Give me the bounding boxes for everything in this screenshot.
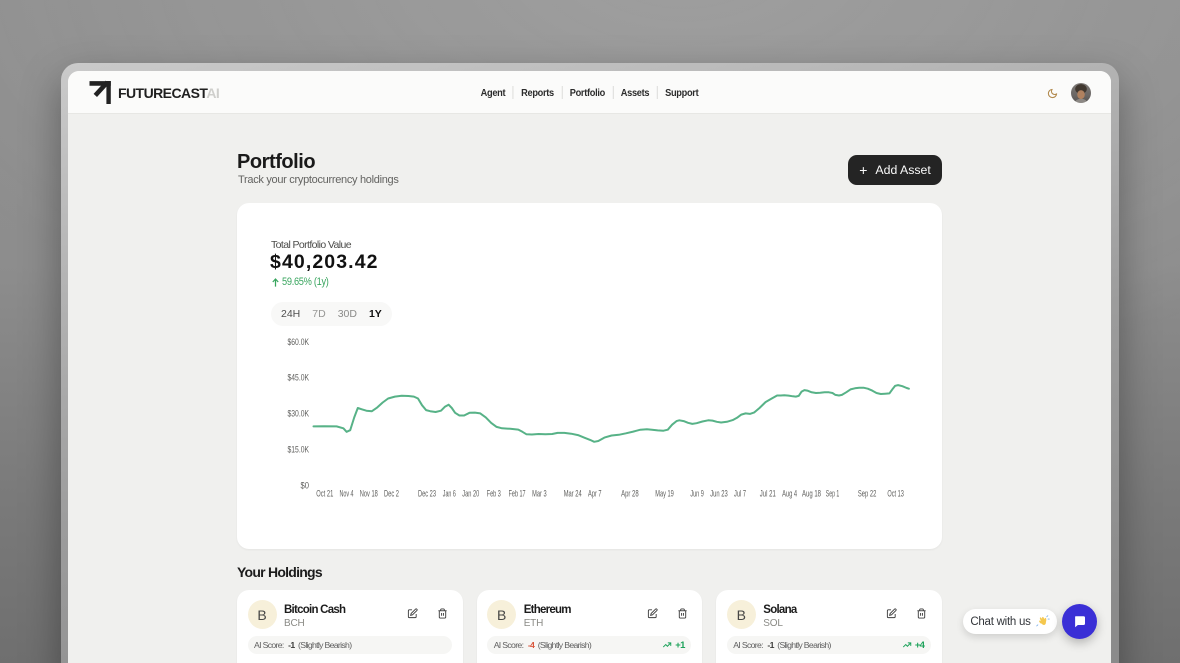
- svg-text:Jan 6: Jan 6: [443, 489, 456, 500]
- svg-text:Jul 7: Jul 7: [734, 489, 746, 500]
- svg-text:Jun 9: Jun 9: [690, 489, 704, 500]
- svg-text:Nov 18: Nov 18: [360, 489, 378, 500]
- svg-text:Aug 18: Aug 18: [802, 489, 821, 500]
- svg-text:Dec 2: Dec 2: [384, 489, 399, 500]
- svg-text:$0: $0: [301, 480, 310, 491]
- svg-text:$15.0K: $15.0K: [288, 444, 310, 455]
- svg-text:Jul 21: Jul 21: [760, 489, 776, 500]
- svg-text:Apr 28: Apr 28: [621, 489, 639, 500]
- svg-text:May 19: May 19: [655, 489, 674, 500]
- svg-text:Mar 24: Mar 24: [564, 489, 582, 500]
- svg-text:$60.0K: $60.0K: [288, 336, 310, 347]
- svg-text:Apr 7: Apr 7: [588, 489, 602, 500]
- svg-text:Oct 21: Oct 21: [316, 489, 333, 500]
- svg-text:Jan 20: Jan 20: [462, 489, 479, 500]
- svg-text:Jun 23: Jun 23: [710, 489, 728, 500]
- svg-text:$30.0K: $30.0K: [288, 408, 310, 419]
- svg-text:Oct 13: Oct 13: [887, 489, 904, 500]
- svg-text:Aug 4: Aug 4: [782, 489, 797, 500]
- svg-text:Sep 22: Sep 22: [858, 489, 877, 500]
- svg-text:Mar 3: Mar 3: [532, 489, 547, 500]
- svg-text:Feb 17: Feb 17: [509, 489, 526, 500]
- svg-text:Feb 3: Feb 3: [487, 489, 501, 500]
- svg-text:Nov 4: Nov 4: [340, 489, 354, 500]
- svg-text:Sep 1: Sep 1: [826, 489, 840, 500]
- svg-text:$45.0K: $45.0K: [288, 372, 310, 383]
- svg-text:Dec 23: Dec 23: [418, 489, 436, 500]
